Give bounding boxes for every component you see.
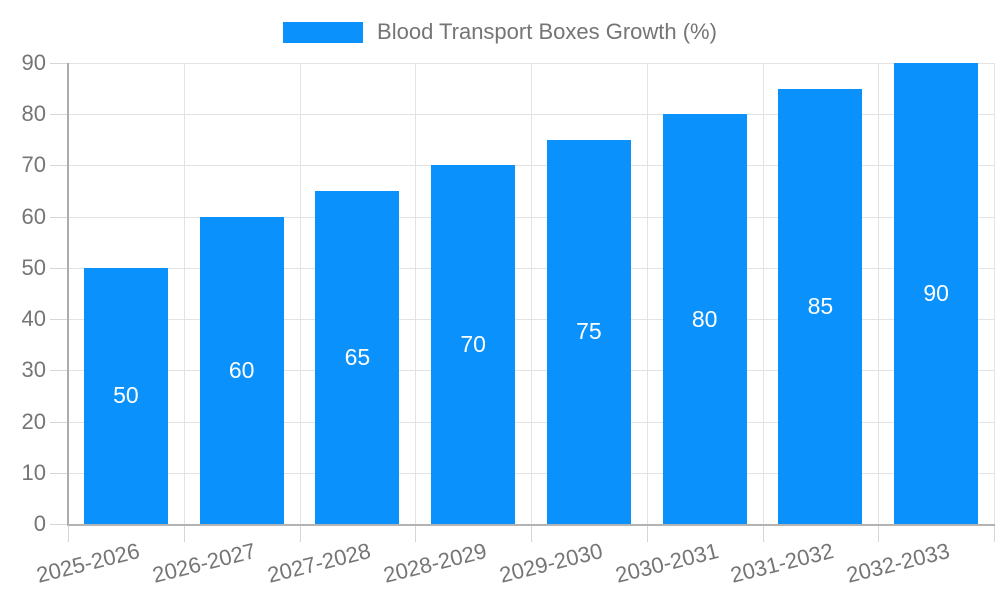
bar-value-label: 70 — [460, 331, 486, 358]
legend-swatch-icon — [283, 21, 364, 43]
bar[interactable]: 90 — [894, 63, 979, 524]
y-axis-tick-label: 80 — [21, 101, 46, 127]
y-axis-tick — [50, 114, 68, 116]
y-axis-tick-label: 10 — [21, 459, 46, 485]
y-axis-tick — [50, 63, 68, 64]
y-axis-tick — [50, 370, 68, 372]
y-axis-line — [67, 63, 69, 526]
bar-value-label: 60 — [228, 356, 255, 383]
x-gridline — [183, 63, 185, 524]
y-axis-tick-label: 90 — [21, 50, 46, 75]
y-axis-tick-label: 20 — [21, 408, 46, 434]
y-axis-tick-label: 60 — [21, 203, 46, 229]
y-axis-tick — [50, 472, 68, 474]
bar-value-label: 90 — [923, 280, 949, 306]
x-gridline — [299, 63, 301, 524]
x-axis-tick — [994, 526, 995, 542]
x-axis-tick — [531, 526, 532, 542]
bar[interactable]: 70 — [431, 165, 516, 524]
y-axis-tick-label: 70 — [21, 152, 46, 178]
y-axis-tick — [50, 216, 68, 218]
bar[interactable]: 85 — [778, 88, 863, 524]
y-axis-tick — [50, 421, 68, 423]
bar[interactable]: 75 — [546, 139, 631, 524]
x-gridline — [531, 63, 532, 524]
bar-value-label: 50 — [113, 382, 139, 409]
y-axis-tick-label: 40 — [21, 306, 46, 332]
x-gridline — [415, 63, 417, 524]
x-axis-tick — [415, 526, 417, 542]
y-axis-tick — [50, 524, 68, 525]
bar[interactable]: 80 — [662, 114, 747, 524]
bar-value-label: 75 — [576, 318, 602, 345]
y-axis-tick-label: 0 — [33, 511, 46, 536]
legend-label: Blood Transport Boxes Growth (%) — [377, 19, 717, 44]
x-axis-tick — [762, 526, 764, 542]
x-axis-line — [67, 524, 995, 526]
x-axis-tick — [183, 526, 185, 542]
bar-value-label: 80 — [691, 305, 718, 332]
bar[interactable]: 60 — [199, 216, 284, 524]
legend[interactable]: Blood Transport Boxes Growth (%) — [0, 16, 1000, 48]
y-axis-tick-label: 50 — [21, 254, 46, 280]
y-axis-tick — [50, 319, 68, 321]
x-gridline — [762, 63, 764, 524]
x-axis-tick — [646, 526, 648, 542]
x-axis-tick — [878, 526, 880, 542]
y-axis-tick-label: 30 — [21, 357, 46, 383]
bar[interactable]: 50 — [83, 267, 168, 524]
x-axis-tick — [299, 526, 301, 542]
x-gridline — [994, 63, 995, 524]
bar-value-label: 65 — [344, 344, 371, 371]
y-axis-tick — [50, 165, 68, 167]
x-axis-tick — [68, 526, 69, 542]
bar[interactable]: 65 — [315, 191, 400, 524]
x-gridline — [646, 63, 648, 524]
x-gridline — [878, 63, 880, 524]
y-axis-tick — [50, 267, 68, 269]
bar-value-label: 85 — [807, 292, 834, 319]
